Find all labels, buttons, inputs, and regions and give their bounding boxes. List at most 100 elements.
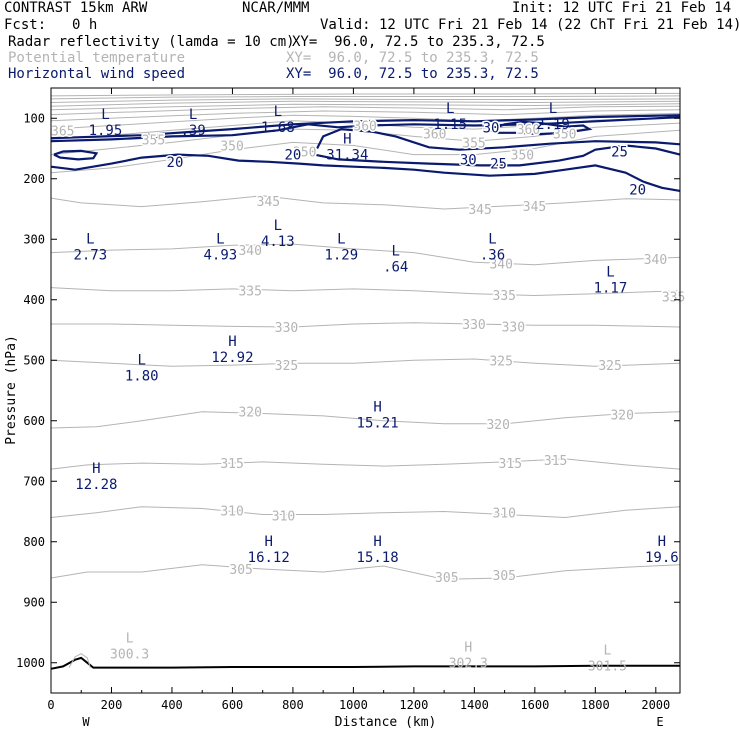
extremum-value: 300.3	[110, 648, 149, 663]
extremum-value: 1.80	[125, 368, 159, 384]
wind-line-25	[50, 114, 681, 140]
contour-labels: 365 355 350 350 360 360 355 350 360 350 345 345 345 3…	[50, 101, 687, 675]
theta-label: 345	[468, 203, 491, 218]
theta-label: 310	[493, 507, 516, 522]
theta-label: 315	[220, 457, 243, 472]
extremum-symbol: L	[189, 107, 197, 123]
extremum-value: 302.3	[449, 657, 488, 672]
extremum-symbol: L	[216, 231, 224, 247]
theta-label: 320	[486, 418, 509, 433]
field-wind-label: Horizontal wind speed	[8, 66, 186, 82]
theta-label: 340	[644, 253, 667, 268]
extremum-symbol: H	[373, 534, 381, 550]
extremum-value: 1.95	[89, 123, 123, 139]
theta-line-390	[50, 98, 681, 103]
theta-line-345	[50, 195, 681, 210]
theta-line-395	[50, 95, 681, 100]
theta-label: 325	[598, 359, 621, 374]
extremum-symbol: L	[446, 101, 454, 117]
extremum-symbol: L	[606, 265, 614, 281]
surface-bump	[68, 653, 91, 668]
theta-label: 355	[142, 133, 165, 148]
extremum-value: 2.19	[536, 117, 570, 133]
wind-label: 20	[284, 148, 301, 164]
theta-label: 305	[493, 569, 516, 584]
wind-line-25	[313, 144, 681, 167]
extremum-value: 1.17	[594, 281, 628, 297]
x-tick-label: 1600	[520, 698, 549, 712]
extremum-value: 4.93	[203, 247, 237, 263]
theta-label: 330	[275, 321, 298, 336]
theta-label: 340	[489, 257, 512, 272]
theta-line-335	[50, 287, 681, 297]
theta-label: 350	[553, 127, 576, 142]
theta-label: 350	[511, 149, 534, 164]
extremum-value: .64	[383, 259, 408, 275]
theta-label: 310	[220, 504, 243, 519]
extremum-value: 15.21	[357, 415, 399, 431]
extremum-value: 16.12	[248, 550, 290, 566]
axes: 0 200 400 600 800 1000 1200 1400 1600 1800 2000 100…	[4, 88, 680, 730]
extremum-symbol: L	[126, 632, 134, 647]
theta-line-365	[50, 112, 681, 130]
extremum-symbol: L	[549, 101, 557, 117]
x-tick-label: 1000	[339, 698, 368, 712]
wind-label: 25	[490, 157, 507, 173]
extremum-symbol: L	[138, 352, 146, 368]
extremum-symbol: H	[228, 334, 236, 350]
extremum-value: 19.6	[645, 550, 679, 566]
wind-label: 20	[629, 183, 646, 199]
x-tick-label: 1200	[399, 698, 428, 712]
theta-label: 360	[423, 127, 446, 142]
wind-line-20	[53, 149, 99, 161]
model-title: CONTRAST 15km ARW	[4, 0, 148, 16]
x-tick-label: 1400	[460, 698, 489, 712]
y-tick-label: 400	[23, 293, 45, 307]
theta-line-340	[50, 243, 681, 266]
theta-label: 315	[499, 457, 522, 472]
theta-label: 340	[238, 244, 261, 259]
theta-label: 325	[489, 354, 512, 369]
extremum-symbol: L	[337, 231, 345, 247]
x-tick-label: 1800	[581, 698, 610, 712]
theta-label: 330	[502, 320, 525, 335]
extremum-symbol: L	[488, 231, 496, 247]
field-reflectivity-xy: XY= 96.0, 72.5 to 235.3, 72.5	[292, 34, 545, 50]
y-tick-label: 1000	[16, 656, 45, 670]
theta-line-380	[50, 103, 681, 111]
extremum-value: 1.68	[261, 120, 295, 136]
theta-line-325	[50, 358, 681, 367]
y-tick-label: 900	[23, 595, 45, 609]
theta-line-370	[50, 109, 681, 122]
extremum-value: 12.92	[211, 350, 253, 366]
extremum-symbol: L	[274, 218, 282, 234]
theta-label: 350	[293, 146, 316, 161]
y-tick-label: 700	[23, 474, 45, 488]
field-reflectivity-label: Radar reflectivity (lamda = 10 cm)	[8, 34, 295, 50]
theta-label: 365	[51, 124, 74, 139]
theta-line-305	[50, 564, 681, 580]
x-tick-label: 0	[47, 698, 54, 712]
x-axis-title: Distance (km)	[335, 715, 437, 730]
theta-label: 310	[272, 510, 295, 525]
extremum-value: 301.5	[588, 660, 627, 675]
theta-label: 325	[275, 359, 298, 374]
extremum-value: 1.29	[324, 247, 358, 263]
theta-line-375	[50, 105, 681, 116]
theta-line-310	[50, 506, 681, 519]
y-axis-title: Pressure (hPa)	[4, 335, 19, 445]
valid-time: Valid: 12 UTC Fri 21 Feb 14 (22 ChT Fri …	[320, 17, 740, 33]
extremum-value: 31.34	[326, 147, 368, 163]
y-tick-label: 800	[23, 535, 45, 549]
east-label: E	[656, 715, 663, 729]
theta-label: 305	[229, 563, 252, 578]
theta-label: 335	[238, 285, 261, 300]
west-label: W	[82, 715, 90, 729]
theta-line-315	[50, 458, 681, 470]
theta-line-320	[50, 411, 681, 429]
field-theta-label: Potential temperature	[8, 50, 186, 66]
extremum-value: 12.28	[75, 477, 117, 493]
theta-label: 345	[257, 195, 280, 210]
y-tick-label: 500	[23, 353, 45, 367]
